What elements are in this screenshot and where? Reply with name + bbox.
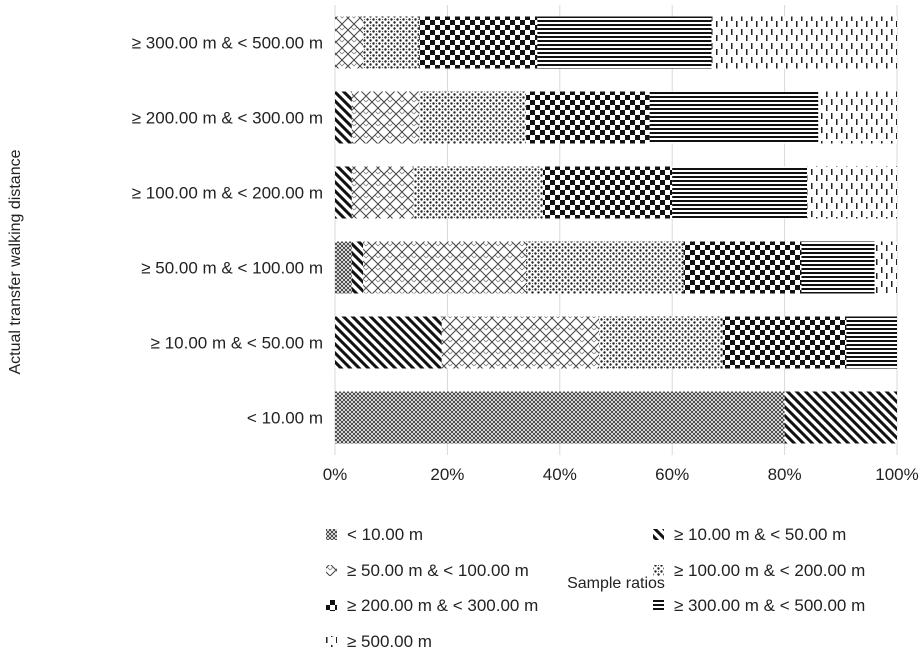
legend-swatch: [653, 600, 664, 611]
y-axis-tick-labels: < 10.00 m ≥ 10.00 m & < 50.00 m ≥ 50.00 m …: [132, 34, 323, 428]
legend-label: ≥ 10.00 m & < 50.00 m: [674, 525, 846, 544]
bars: [335, 16, 897, 444]
bar-segment: [537, 16, 712, 69]
bar-segment: [649, 91, 819, 144]
bar-segment: [722, 316, 847, 369]
bar-segment: [335, 391, 785, 444]
y-tick-label: ≥ 200.00 m & < 300.00 m: [132, 109, 323, 128]
bar-segment: [335, 16, 364, 69]
bar-segment: [351, 241, 364, 294]
legend-label: ≥ 100.00 m & < 200.00 m: [674, 561, 865, 580]
x-tick-label: 100%: [875, 465, 918, 484]
x-tick-label: 0%: [323, 465, 348, 484]
bar-segment: [599, 316, 723, 369]
bar-segment: [846, 316, 897, 369]
bar-segment: [818, 91, 897, 144]
bar-segment: [413, 166, 543, 219]
bar-segment: [542, 166, 673, 219]
legend-label: < 10.00 m: [347, 525, 423, 544]
bar-segment: [363, 241, 527, 294]
bar-segment: [672, 166, 808, 219]
bar-segment: [351, 166, 414, 219]
legend-swatch: [326, 600, 337, 611]
bar-segment: [419, 16, 538, 69]
x-tick-label: 40%: [543, 465, 577, 484]
bar-segment: [351, 91, 420, 144]
gridlines: [334, 5, 898, 455]
x-axis-tick-labels: 0% 20% 40% 60% 80% 100%: [323, 465, 919, 484]
bar-segment: [526, 91, 650, 144]
bar-segment: [874, 241, 897, 294]
y-tick-label: ≥ 100.00 m & < 200.00 m: [132, 184, 323, 203]
bar-segment: [711, 16, 897, 69]
bar-segment: [784, 391, 897, 444]
bar-segment: [526, 241, 684, 294]
bar-segment: [335, 166, 352, 219]
legend-swatch: [326, 529, 337, 540]
bar-segment: [335, 241, 352, 294]
legend-swatch: [326, 565, 337, 576]
legend-label: ≥ 50.00 m & < 100.00 m: [347, 561, 529, 580]
y-tick-label: ≥ 300.00 m & < 500.00 m: [132, 34, 323, 53]
legend-label: ≥ 500.00 m: [347, 632, 432, 651]
x-axis-title: Sample ratios: [567, 575, 665, 592]
legend-label: ≥ 200.00 m & < 300.00 m: [347, 596, 538, 615]
bar-segment: [335, 91, 352, 144]
bar-segment: [807, 166, 897, 219]
bar-segment: [419, 91, 527, 144]
legend-swatch: [653, 529, 664, 540]
bar-segment: [363, 16, 420, 69]
legend-label: ≥ 300.00 m & < 500.00 m: [674, 596, 865, 615]
legend: < 10.00 m ≥ 10.00 m & < 50.00 m ≥ 50.00 m …: [326, 525, 865, 651]
x-tick-label: 80%: [768, 465, 802, 484]
x-tick-label: 20%: [430, 465, 464, 484]
x-tick-label: 60%: [655, 465, 689, 484]
bar-segment: [683, 241, 802, 294]
legend-swatch: [653, 565, 664, 576]
bar-segment: [335, 316, 442, 369]
y-axis-title: Actual transfer walking distance: [7, 149, 24, 374]
bar-segment: [801, 241, 875, 294]
bar-segment: [441, 316, 600, 369]
legend-swatch: [326, 636, 337, 647]
y-tick-label: ≥ 50.00 m & < 100.00 m: [141, 259, 323, 278]
y-tick-label: ≥ 10.00 m & < 50.00 m: [151, 334, 323, 353]
y-tick-label: < 10.00 m: [247, 409, 323, 428]
